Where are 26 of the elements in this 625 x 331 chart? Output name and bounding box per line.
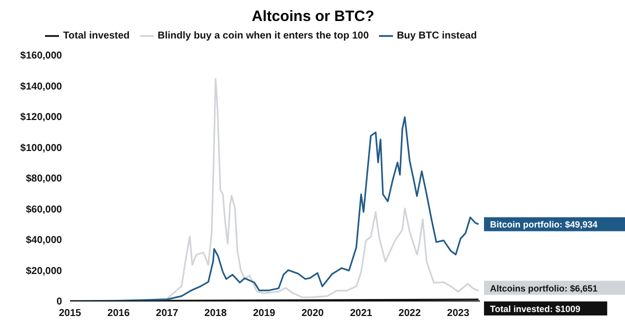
y-tick-label: 0 <box>56 296 62 308</box>
text: Bitcoin portfolio: $49,934 <box>490 220 598 230</box>
x-tick-label: 2019 <box>252 308 276 320</box>
x-tick-label: 2023 <box>447 308 470 320</box>
y-tick-label: $80,000 <box>26 174 62 185</box>
x-tick-label: 2020 <box>301 308 324 320</box>
y-tick-label: $40,000 <box>26 235 62 246</box>
y-tick-label: $160,000 <box>20 50 62 62</box>
x-tick-label: 2021 <box>350 308 373 320</box>
y-tick-label: $60,000 <box>26 204 62 216</box>
line-series <box>70 116 480 301</box>
x-tick-label: 2022 <box>398 308 422 320</box>
y-tick-label: $120,000 <box>20 112 62 124</box>
y-tick-label: $100,000 <box>20 142 62 154</box>
text: Total invested: $1009 <box>490 304 580 314</box>
x-tick-label: 2017 <box>156 308 179 320</box>
y-tick-label: $20,000 <box>26 266 62 277</box>
x-tick-label: 2016 <box>107 308 130 320</box>
legend-label: Buy BTC instead <box>396 30 477 42</box>
legend-label: Total invested <box>63 30 130 42</box>
x-tick-label: 2015 <box>58 308 82 320</box>
y-tick-label: $140,000 <box>20 81 62 92</box>
text: Altcoins portfolio: $6,651 <box>490 283 598 294</box>
legend-label: Blindly buy a coin when it enters the top 100 <box>158 30 369 42</box>
chart-title: Altcoins or BTC? <box>250 8 376 25</box>
x-tick-label: 2018 <box>204 308 228 320</box>
